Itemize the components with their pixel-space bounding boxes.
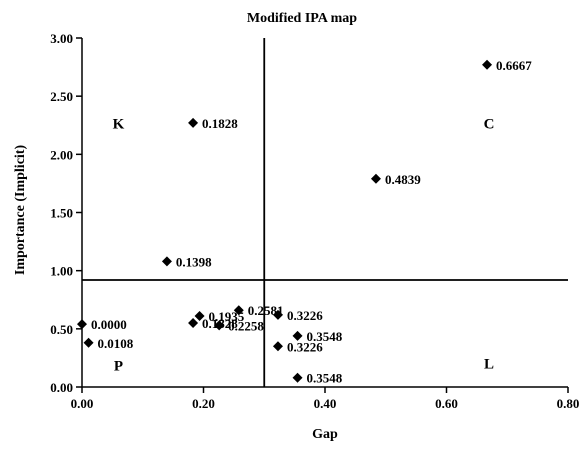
data-point-label: 0.1398 — [176, 254, 212, 269]
data-point-label: 0.6667 — [496, 58, 532, 73]
data-point-marker — [370, 173, 381, 184]
chart-title: Modified IPA map — [247, 11, 357, 26]
x-tick-label: 0.80 — [557, 396, 580, 411]
data-point-marker — [272, 309, 283, 320]
quadrant-label-k: K — [113, 117, 125, 133]
data-point-label: 0.3226 — [287, 339, 323, 354]
data-point-marker — [194, 311, 205, 322]
data-point-marker — [233, 305, 244, 316]
data-point-marker — [161, 256, 172, 267]
quadrant-label-p: P — [114, 359, 123, 375]
y-axis-title: Importance (Implicit) — [13, 145, 28, 276]
data-point-marker — [188, 117, 199, 128]
data-point-label: 0.1935 — [209, 309, 245, 324]
data-point-label: 0.0000 — [91, 317, 127, 332]
quadrant-label-l: L — [484, 356, 494, 372]
data-point-label: 0.0108 — [98, 336, 134, 351]
data-point-marker — [188, 318, 199, 329]
x-axis-title: Gap — [312, 427, 338, 442]
data-point-marker — [292, 330, 303, 341]
data-point-label: 0.3548 — [307, 329, 343, 344]
y-tick-label: 2.50 — [50, 89, 73, 104]
x-tick-label: 0.60 — [435, 396, 458, 411]
data-point-marker — [214, 320, 225, 331]
y-tick-label: 2.00 — [50, 147, 73, 162]
quadrant-label-c: C — [484, 117, 495, 133]
y-tick-label: 0.50 — [50, 322, 73, 337]
data-point-marker — [77, 319, 87, 330]
axes: 0.00 0.50 1.00 1.50 2.00 2.50 3.00 0.00 0.20 0.40… — [50, 31, 579, 411]
x-tick-label: 0.00 — [71, 396, 94, 411]
quadrant-labels: K C P L — [113, 117, 495, 375]
data-point-label: 0.3226 — [287, 308, 323, 323]
data-point-label: 0.1828 — [202, 116, 238, 131]
data-point-label: 0.3548 — [307, 371, 343, 386]
x-tick-label: 0.40 — [314, 396, 337, 411]
y-tick-label: 1.00 — [50, 264, 73, 279]
data-point-marker — [83, 337, 94, 348]
data-point-marker — [292, 372, 303, 383]
y-tick-label: 1.50 — [50, 206, 73, 221]
threshold-lines — [82, 38, 568, 387]
y-tick-label: 3.00 — [50, 31, 73, 46]
y-tick-label: 0.00 — [50, 380, 73, 395]
data-point-label: 0.4839 — [385, 172, 421, 187]
x-tick-label: 0.20 — [192, 396, 215, 411]
data-point-marker — [272, 341, 283, 352]
data-point-label: 0.2258 — [228, 318, 264, 333]
data-point-marker — [482, 59, 493, 70]
